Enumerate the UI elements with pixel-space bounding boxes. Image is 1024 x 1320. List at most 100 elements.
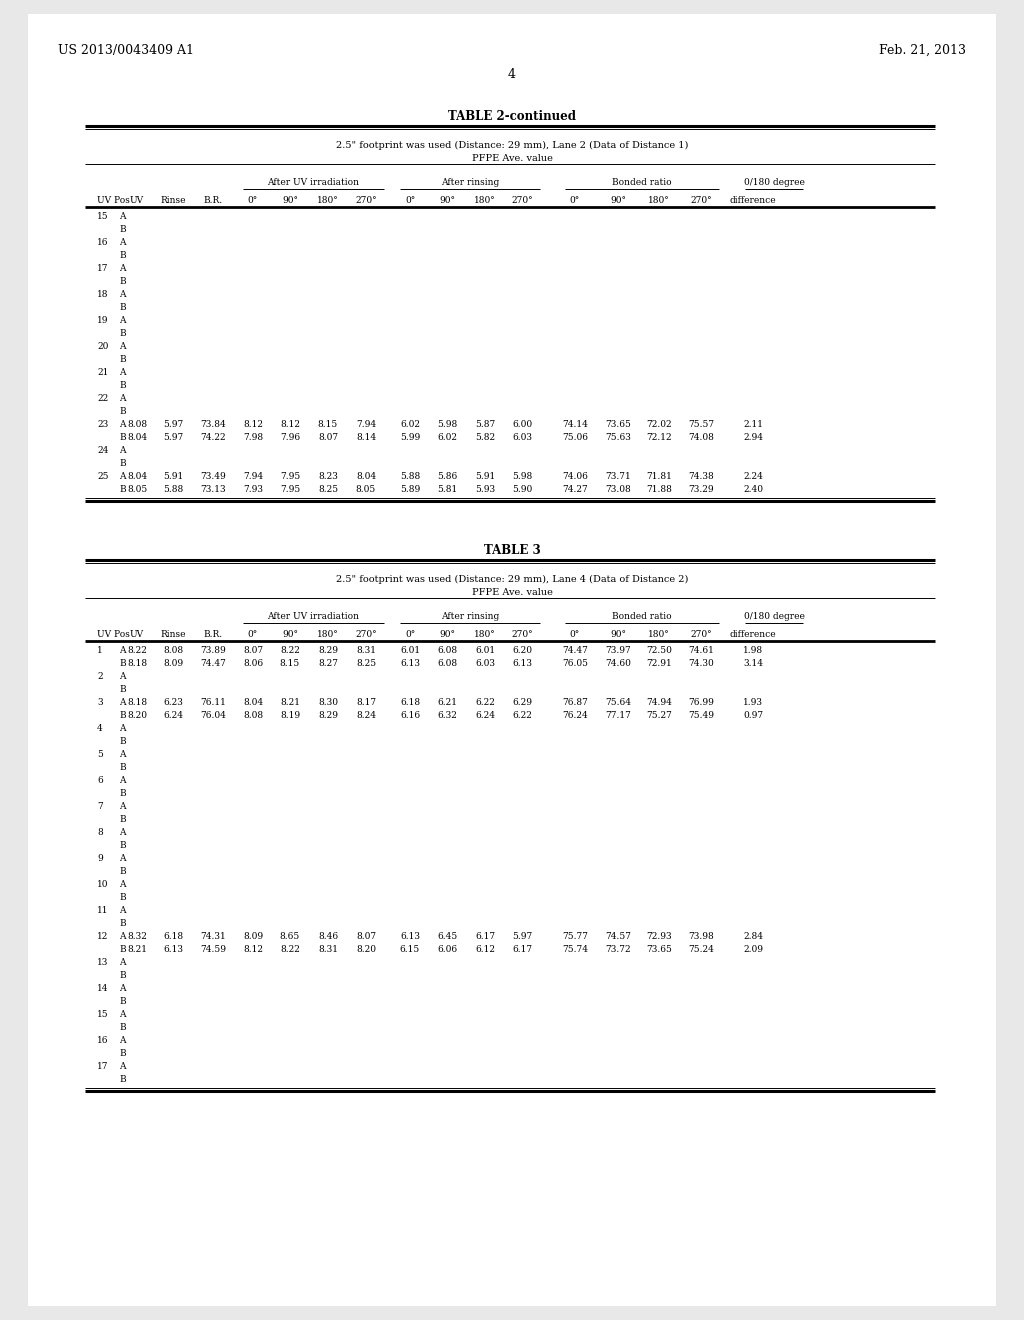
Text: B.R.: B.R.	[204, 630, 222, 639]
Text: Feb. 21, 2013: Feb. 21, 2013	[879, 44, 966, 57]
Text: A: A	[119, 803, 126, 810]
Text: 5.91: 5.91	[475, 473, 496, 480]
Text: 71.81: 71.81	[646, 473, 672, 480]
Text: A: A	[119, 420, 126, 429]
Text: 8.46: 8.46	[317, 932, 338, 941]
Text: 2.94: 2.94	[743, 433, 763, 442]
Text: A: A	[119, 983, 126, 993]
Text: 0°: 0°	[248, 195, 258, 205]
Text: A: A	[119, 264, 126, 273]
Text: 2.84: 2.84	[743, 932, 763, 941]
Text: 16: 16	[97, 238, 109, 247]
Text: 8.08: 8.08	[163, 645, 183, 655]
Text: 7.95: 7.95	[280, 484, 300, 494]
Text: B: B	[119, 841, 126, 850]
Text: 0°: 0°	[570, 630, 581, 639]
Text: UV: UV	[130, 195, 144, 205]
Text: 8.22: 8.22	[127, 645, 146, 655]
Text: A: A	[119, 1010, 126, 1019]
Text: 7.98: 7.98	[243, 433, 263, 442]
Text: 8.09: 8.09	[163, 659, 183, 668]
Text: 90°: 90°	[610, 195, 626, 205]
Text: 77.17: 77.17	[605, 711, 631, 719]
Text: 5.91: 5.91	[163, 473, 183, 480]
Text: B: B	[119, 355, 126, 364]
Text: 7: 7	[97, 803, 102, 810]
Text: B: B	[119, 484, 126, 494]
Text: 8.12: 8.12	[280, 420, 300, 429]
Text: 6.23: 6.23	[163, 698, 183, 708]
Text: 8.19: 8.19	[280, 711, 300, 719]
Text: 76.24: 76.24	[562, 711, 588, 719]
Text: 8.24: 8.24	[356, 711, 376, 719]
Text: 6.17: 6.17	[512, 945, 532, 954]
Text: 8.09: 8.09	[243, 932, 263, 941]
Text: A: A	[119, 213, 126, 220]
Text: 6.02: 6.02	[437, 433, 457, 442]
Text: PFPE Ave. value: PFPE Ave. value	[472, 587, 552, 597]
Text: 5.99: 5.99	[400, 433, 420, 442]
Text: 8.25: 8.25	[356, 659, 376, 668]
Text: B: B	[119, 433, 126, 442]
Text: 8.30: 8.30	[318, 698, 338, 708]
Text: 74.27: 74.27	[562, 484, 588, 494]
Text: B: B	[119, 763, 126, 772]
Text: 5.86: 5.86	[437, 473, 457, 480]
Text: 74.61: 74.61	[688, 645, 714, 655]
Text: B: B	[119, 789, 126, 799]
Text: 180°: 180°	[474, 195, 496, 205]
Text: 8.05: 8.05	[127, 484, 147, 494]
Text: 8.18: 8.18	[127, 698, 147, 708]
Text: 180°: 180°	[474, 630, 496, 639]
Text: 75.24: 75.24	[688, 945, 714, 954]
Text: 17: 17	[97, 1063, 109, 1071]
Text: UV Pos: UV Pos	[97, 630, 130, 639]
Text: PFPE Ave. value: PFPE Ave. value	[472, 154, 552, 162]
Text: 270°: 270°	[690, 195, 712, 205]
Text: 6.08: 6.08	[437, 659, 457, 668]
Text: TABLE 2-continued: TABLE 2-continued	[449, 110, 575, 123]
Text: 5.98: 5.98	[512, 473, 532, 480]
Text: A: A	[119, 342, 126, 351]
Text: 8.15: 8.15	[280, 659, 300, 668]
Text: A: A	[119, 368, 126, 378]
Text: B: B	[119, 997, 126, 1006]
Text: B: B	[119, 381, 126, 389]
Text: 8.22: 8.22	[280, 645, 300, 655]
Text: After rinsing: After rinsing	[441, 612, 499, 620]
Text: 74.06: 74.06	[562, 473, 588, 480]
Text: 6.06: 6.06	[437, 945, 457, 954]
Text: 75.63: 75.63	[605, 433, 631, 442]
Text: B: B	[119, 659, 126, 668]
Text: 6.22: 6.22	[475, 698, 495, 708]
Text: UV: UV	[130, 630, 144, 639]
Text: 8.07: 8.07	[243, 645, 263, 655]
Text: 74.08: 74.08	[688, 433, 714, 442]
Text: 73.49: 73.49	[200, 473, 226, 480]
Text: 72.12: 72.12	[646, 433, 672, 442]
Text: 180°: 180°	[648, 630, 670, 639]
Text: 14: 14	[97, 983, 109, 993]
Text: 0°: 0°	[570, 195, 581, 205]
Text: 3.14: 3.14	[743, 659, 763, 668]
Text: 270°: 270°	[355, 195, 377, 205]
Text: 73.97: 73.97	[605, 645, 631, 655]
Text: 8.04: 8.04	[127, 473, 147, 480]
Text: 90°: 90°	[439, 195, 455, 205]
Text: 6.17: 6.17	[475, 932, 495, 941]
Text: 8.07: 8.07	[317, 433, 338, 442]
Text: 4: 4	[97, 723, 102, 733]
Text: A: A	[119, 750, 126, 759]
Text: 17: 17	[97, 264, 109, 273]
Text: 8.14: 8.14	[356, 433, 376, 442]
Text: Bonded ratio: Bonded ratio	[612, 612, 672, 620]
Text: 90°: 90°	[610, 630, 626, 639]
Text: A: A	[119, 932, 126, 941]
Text: 73.65: 73.65	[605, 420, 631, 429]
Text: 76.99: 76.99	[688, 698, 714, 708]
Text: 8.12: 8.12	[243, 420, 263, 429]
Text: TABLE 3: TABLE 3	[483, 544, 541, 557]
Text: 8.06: 8.06	[243, 659, 263, 668]
Text: 75.27: 75.27	[646, 711, 672, 719]
Text: B.R.: B.R.	[204, 195, 222, 205]
